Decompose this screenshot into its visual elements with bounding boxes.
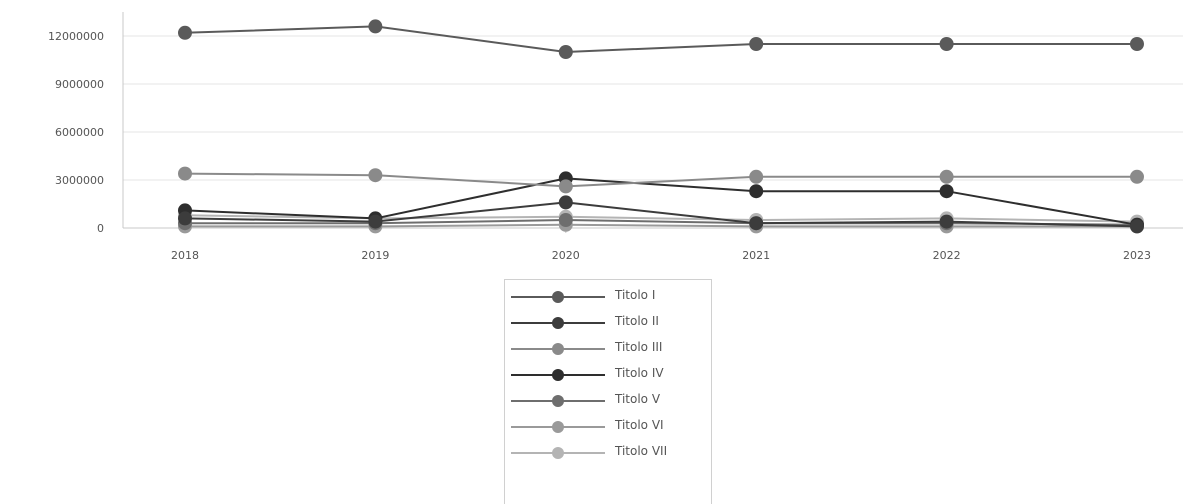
legend-swatch <box>511 369 605 381</box>
x-tick-label: 2021 <box>742 249 770 262</box>
data-point <box>749 184 764 199</box>
y-tick-label: 6000000 <box>55 126 104 139</box>
legend-swatch <box>511 317 605 329</box>
data-point <box>1130 37 1144 51</box>
legend-item: Titolo VII <box>505 440 711 466</box>
series-line <box>184 201 1138 228</box>
legend-label: Titolo I <box>615 288 656 302</box>
data-point <box>749 216 764 231</box>
y-tick-label: 3000000 <box>55 174 104 187</box>
data-point <box>558 195 573 210</box>
legend-marker <box>552 291 564 303</box>
legend-label: Titolo VII <box>615 444 668 458</box>
y-tick-label: 9000000 <box>55 78 104 91</box>
data-point <box>368 168 383 183</box>
data-point <box>178 166 192 181</box>
legend-marker <box>552 369 564 381</box>
data-point <box>558 179 573 194</box>
legend-marker <box>552 447 564 459</box>
legend-label: Titolo IV <box>615 366 664 380</box>
legend-label: Titolo II <box>615 314 659 328</box>
legend-item: Titolo VI <box>505 414 711 440</box>
data-point <box>939 184 954 199</box>
x-tick-label: 2019 <box>361 249 389 262</box>
x-tick-label: 2020 <box>552 249 580 262</box>
legend-item: Titolo IV <box>505 362 711 388</box>
y-tick-label: 0 <box>97 222 104 235</box>
data-point <box>558 213 573 227</box>
line-chart: 0 3000000 6000000 9000000 12000000 2018 2019 20… <box>48 12 1183 262</box>
series-line <box>185 218 1138 226</box>
legend-swatch <box>511 291 605 303</box>
data-point <box>558 45 573 59</box>
legend-label: Titolo V <box>615 392 661 406</box>
legend-item: Titolo I <box>505 284 711 310</box>
data-point <box>749 169 764 184</box>
data-point <box>178 25 192 40</box>
legend-swatch <box>511 343 605 355</box>
grid-layer <box>123 35 1183 181</box>
legend-item: Titolo V <box>505 388 711 414</box>
data-point <box>749 37 764 51</box>
axis-layer: 0 3000000 6000000 9000000 12000000 2018 2019 20… <box>48 12 1183 262</box>
legend-marker <box>552 317 564 329</box>
legend-marker <box>552 395 564 407</box>
series-layer <box>178 19 1144 234</box>
legend-item: Titolo II <box>505 310 711 336</box>
legend-swatch <box>511 421 605 433</box>
series-line <box>184 177 1138 226</box>
data-point <box>939 37 954 51</box>
data-point <box>368 19 383 34</box>
legend-label: Titolo III <box>615 340 663 354</box>
series-line <box>184 172 1137 188</box>
legend-swatch <box>511 447 605 459</box>
data-point <box>939 169 954 184</box>
x-tick-label: 2022 <box>933 249 961 262</box>
y-tick-label: 12000000 <box>48 30 104 43</box>
legend: Titolo I Titolo II Titolo III Titolo IV Tito… <box>504 279 712 504</box>
legend-marker <box>552 421 564 433</box>
x-tick-label: 2023 <box>1123 249 1151 262</box>
data-point <box>178 211 192 226</box>
series-line <box>184 25 1137 54</box>
legend-marker <box>552 343 564 355</box>
series-line <box>185 223 1137 228</box>
data-point <box>368 214 383 229</box>
x-tick-label: 2018 <box>171 249 199 262</box>
legend-label: Titolo VI <box>615 418 664 432</box>
legend-swatch <box>511 395 605 407</box>
data-point <box>1130 219 1144 234</box>
data-point <box>1130 169 1144 184</box>
data-point <box>939 214 954 229</box>
legend-item: Titolo III <box>505 336 711 362</box>
